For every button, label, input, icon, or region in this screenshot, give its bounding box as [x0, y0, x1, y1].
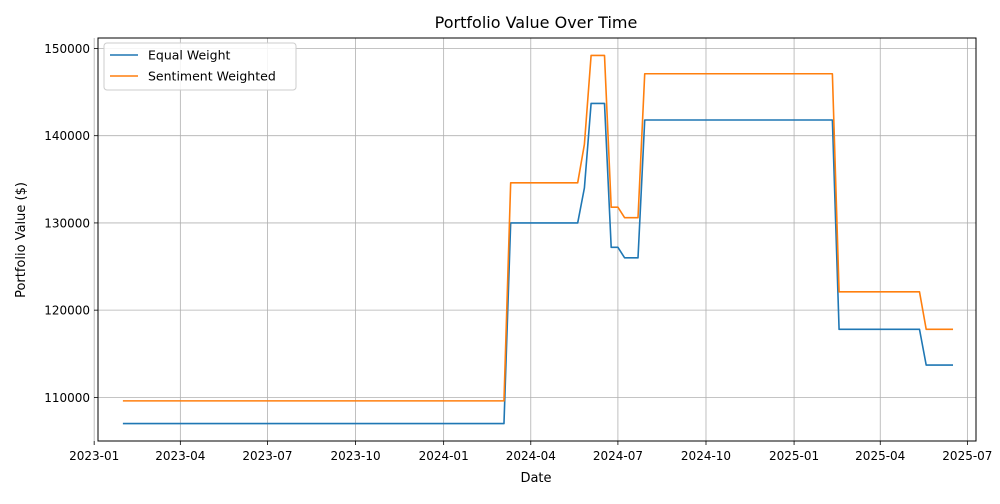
plot-frame [97, 37, 977, 442]
legend-label: Equal Weight [148, 48, 231, 63]
x-tick-label: 2024-04 [506, 449, 556, 463]
legend-label: Sentiment Weighted [148, 69, 276, 84]
y-tick-label: 120000 [44, 304, 90, 318]
x-tick-label: 2023-04 [155, 449, 205, 463]
x-tick-label: 2025-04 [855, 449, 905, 463]
series-layer [122, 54, 954, 425]
tick-layer: 2023-01 2023-04 2023-07 2023-10 2024-01 2024-… [44, 42, 992, 463]
chart-title: Portfolio Value Over Time [435, 13, 638, 32]
y-tick-label: 150000 [44, 42, 90, 56]
x-tick-label: 2024-10 [681, 449, 731, 463]
x-tick-label: 2023-07 [242, 449, 292, 463]
legend-box [103, 42, 297, 91]
y-axis-label: Portfolio Value ($) [14, 182, 29, 298]
series-line-sentiment-weighted [122, 54, 954, 402]
y-tick-label: 110000 [44, 391, 90, 405]
x-axis-label: Date [520, 471, 551, 486]
series-line-equal-weight [122, 102, 954, 425]
x-tick-label: 2023-01 [69, 449, 119, 463]
x-tick-label: 2024-01 [419, 449, 469, 463]
legend: Equal Weight Sentiment Weighted [103, 42, 297, 91]
x-tick-label: 2024-07 [593, 449, 643, 463]
y-tick-label: 130000 [44, 216, 90, 230]
x-tick-label: 2023-10 [330, 449, 380, 463]
x-tick-label: 2025-07 [942, 449, 992, 463]
y-tick-label: 140000 [44, 129, 90, 143]
x-tick-label: 2025-01 [769, 449, 819, 463]
